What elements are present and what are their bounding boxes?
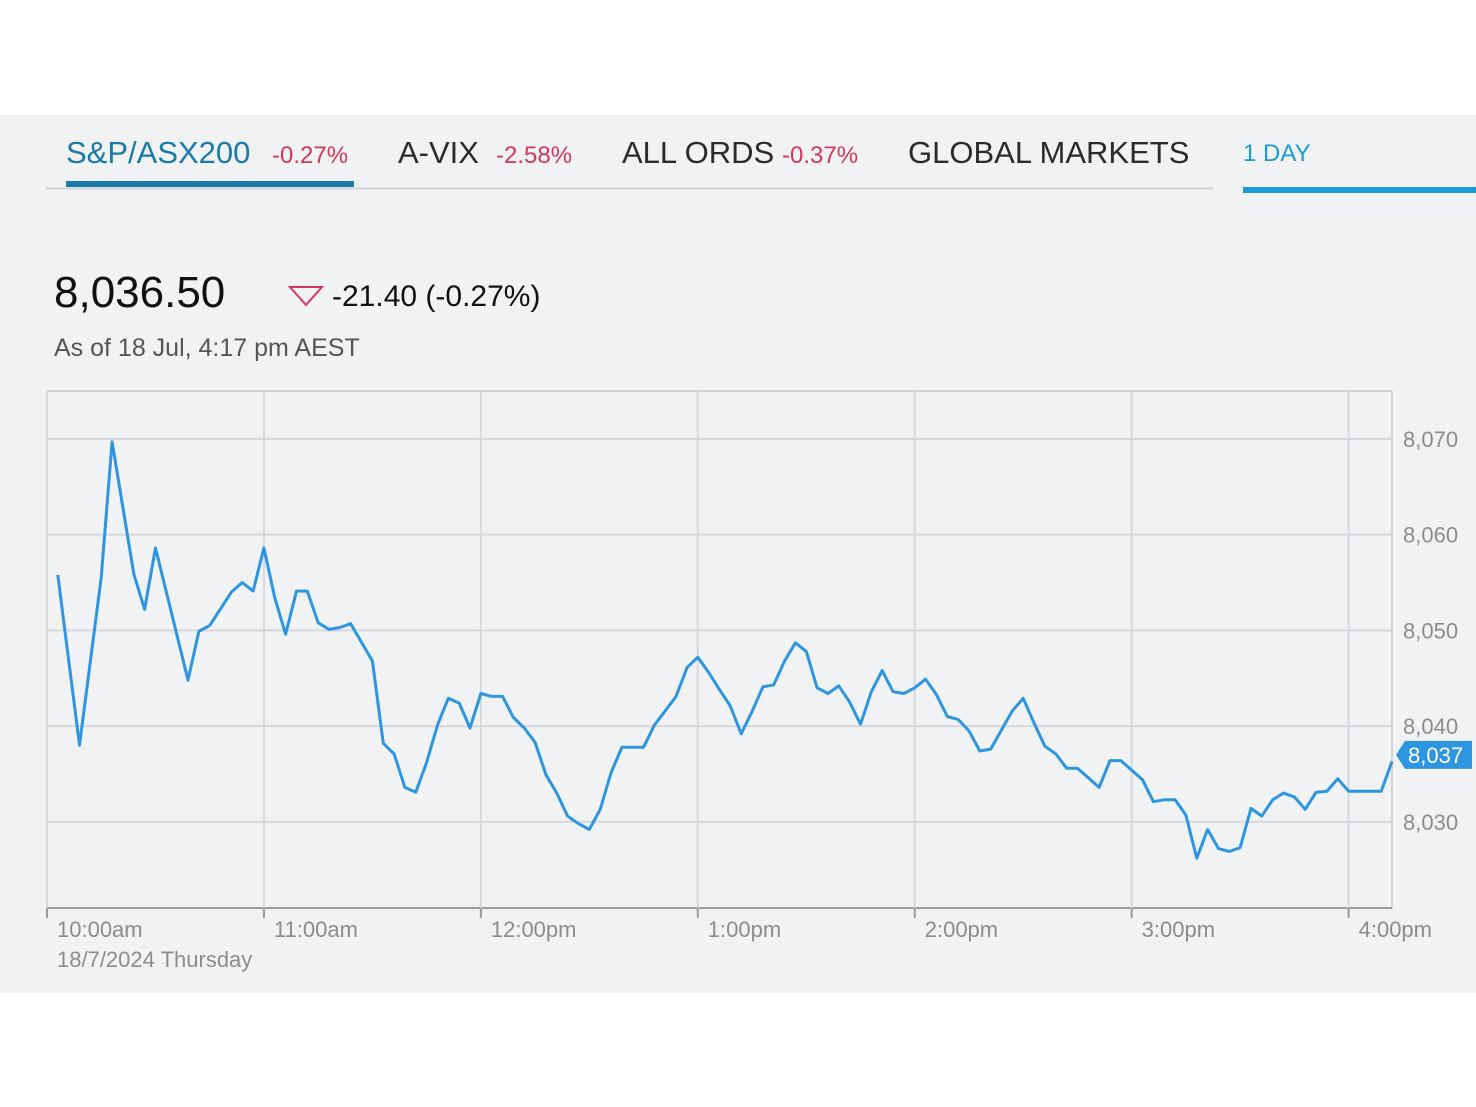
y-tick-label: 8,060 — [1403, 523, 1458, 548]
y-tick-label: 8,030 — [1403, 810, 1458, 835]
tab[interactable]: GLOBAL MARKETS — [908, 135, 1189, 170]
tab[interactable]: S&P/ASX200 — [66, 135, 250, 170]
range-button[interactable]: 1 DAY — [1243, 140, 1311, 167]
timestamp: As of 18 Jul, 4:17 pm AEST — [54, 334, 360, 362]
last-value-tag — [1396, 740, 1472, 769]
price-line — [56, 440, 1394, 860]
date-label: 18/7/2024 Thursday — [57, 947, 252, 972]
x-tick-label: 10:00am — [57, 917, 143, 942]
tab[interactable]: ALL ORDS — [622, 135, 774, 170]
y-tick-label: 8,040 — [1403, 714, 1458, 739]
tab-change: -0.37% — [782, 142, 858, 169]
panel — [0, 115, 1476, 993]
tab-change: -2.58% — [496, 142, 572, 169]
x-tick-label: 2:00pm — [925, 917, 998, 942]
price: 8,036.50 — [54, 268, 225, 317]
x-tick-label: 12:00pm — [491, 917, 577, 942]
price-change: -21.40 (-0.27%) — [332, 280, 540, 313]
x-tick-label: 1:00pm — [708, 917, 781, 942]
tab[interactable]: A-VIX — [398, 135, 479, 170]
last-value-label: 8,037 — [1408, 743, 1463, 768]
active-tab-underline — [66, 181, 354, 187]
x-tick-label: 3:00pm — [1142, 917, 1215, 942]
y-tick-label: 8,070 — [1403, 427, 1458, 452]
tab-change: -0.27% — [272, 142, 348, 169]
x-tick-label: 4:00pm — [1359, 917, 1432, 942]
range-underline — [1243, 187, 1476, 193]
down-arrow — [287, 286, 325, 307]
x-tick-label: 11:00am — [274, 917, 358, 942]
y-tick-label: 8,050 — [1403, 618, 1458, 643]
